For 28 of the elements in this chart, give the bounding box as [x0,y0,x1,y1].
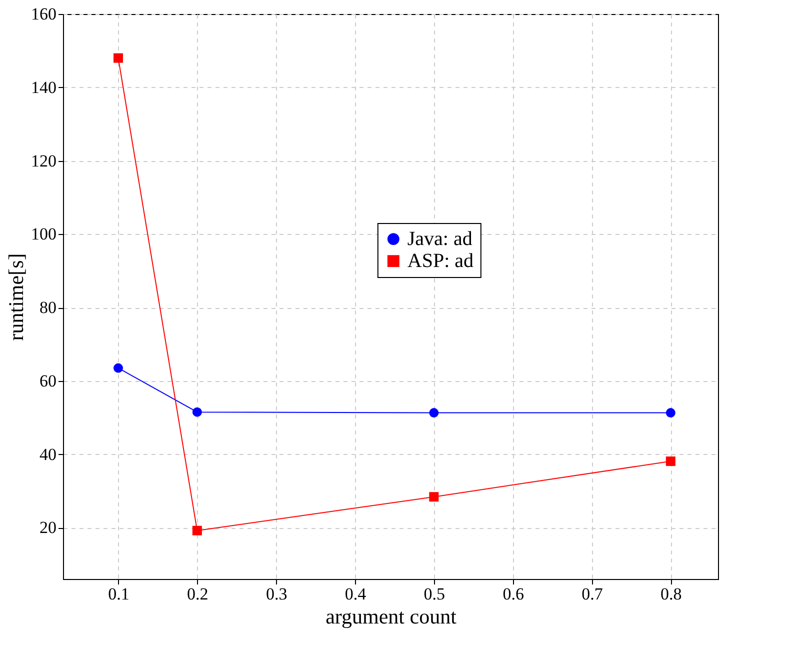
x-tick-label: 0.5 [424,584,446,604]
x-tick-label: 0.3 [266,584,288,604]
x-tick-label: 0.4 [344,584,367,604]
legend-label: ASP: ad [407,250,474,272]
y-tick-label: 20 [40,518,56,538]
y-tick-label: 120 [31,151,56,170]
x-tick-label: 0.8 [660,584,682,604]
x-tick-label: 0.6 [502,584,524,604]
y-tick-label: 40 [40,444,56,464]
x-axis-title: argument count [326,604,457,628]
x-tick-label: 0.1 [108,584,130,604]
x-tick-label: 0.2 [187,584,208,604]
y-tick-label: 60 [40,371,56,390]
legend-label: Java: ad [407,228,472,250]
y-tick-label: 100 [31,224,56,244]
point [192,407,202,417]
y-tick-label: 160 [31,4,56,24]
point [429,492,439,502]
point [666,456,676,466]
y-axis-title: runtime[s] [4,253,28,341]
x-tick-label: 0.7 [582,584,604,604]
y-tick-label: 140 [31,78,56,97]
point [114,363,123,373]
point [666,408,676,418]
y-tick-label: 80 [40,298,56,318]
point [192,526,202,536]
point [429,408,439,418]
point [114,53,123,63]
